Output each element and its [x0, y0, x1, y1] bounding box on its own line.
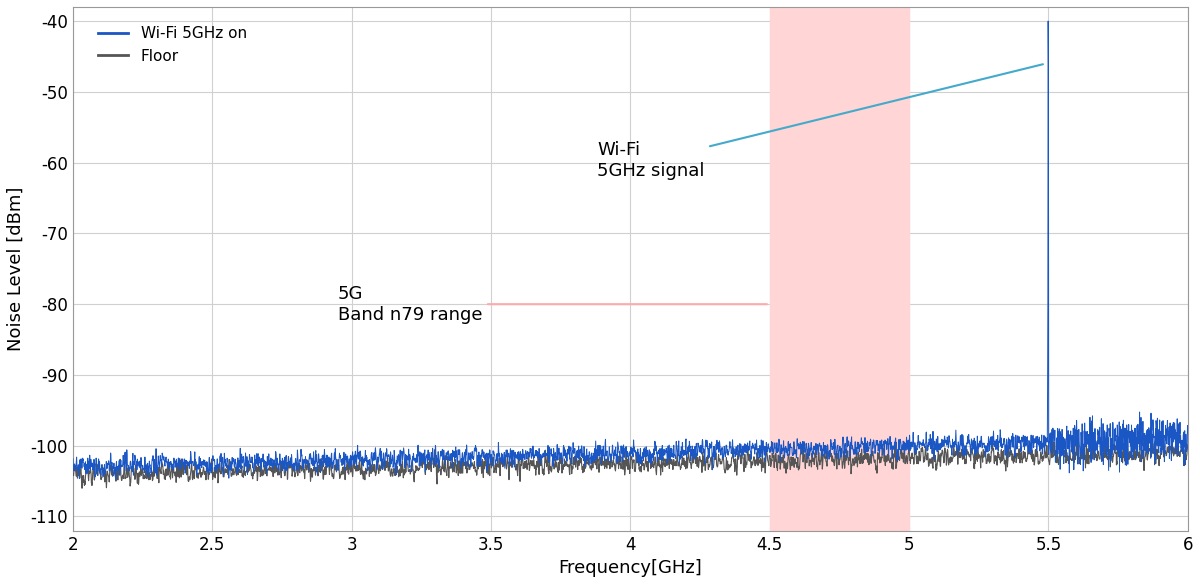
Bar	[769, 7, 910, 531]
Wi-Fi 5GHz on	[109, 475, 124, 482]
Y-axis label: Noise Level [dBm]: Noise Level [dBm]	[7, 187, 25, 351]
Legend: Wi-Fi 5GHz on, Floor: Wi-Fi 5GHz on, Floor	[91, 20, 253, 69]
Floor	[876, 447, 890, 454]
Wi-Fi 5GHz on	[1040, 18, 1055, 25]
Floor	[66, 470, 80, 477]
Wi-Fi 5GHz on	[876, 441, 890, 448]
Line: Wi-Fi 5GHz on: Wi-Fi 5GHz on	[73, 21, 1188, 479]
Wi-Fi 5GHz on	[66, 456, 80, 463]
Wi-Fi 5GHz on	[534, 456, 548, 463]
Text: Wi-Fi
5GHz signal: Wi-Fi 5GHz signal	[596, 64, 1043, 180]
Wi-Fi 5GHz on	[1091, 428, 1105, 435]
Floor	[1115, 437, 1129, 444]
Floor	[544, 463, 558, 470]
Wi-Fi 5GHz on	[1181, 430, 1195, 437]
Floor	[1181, 441, 1195, 448]
X-axis label: Frequency[GHz]: Frequency[GHz]	[558, 559, 702, 577]
Line: Floor: Floor	[73, 441, 1188, 488]
Floor	[595, 461, 610, 468]
Floor	[1091, 448, 1105, 455]
Text: 5G
Band n79 range: 5G Band n79 range	[337, 285, 767, 324]
Floor	[1147, 450, 1162, 457]
Floor	[534, 456, 548, 463]
Wi-Fi 5GHz on	[595, 449, 610, 456]
Wi-Fi 5GHz on	[544, 450, 558, 457]
Wi-Fi 5GHz on	[1147, 433, 1162, 440]
Floor	[74, 485, 89, 492]
